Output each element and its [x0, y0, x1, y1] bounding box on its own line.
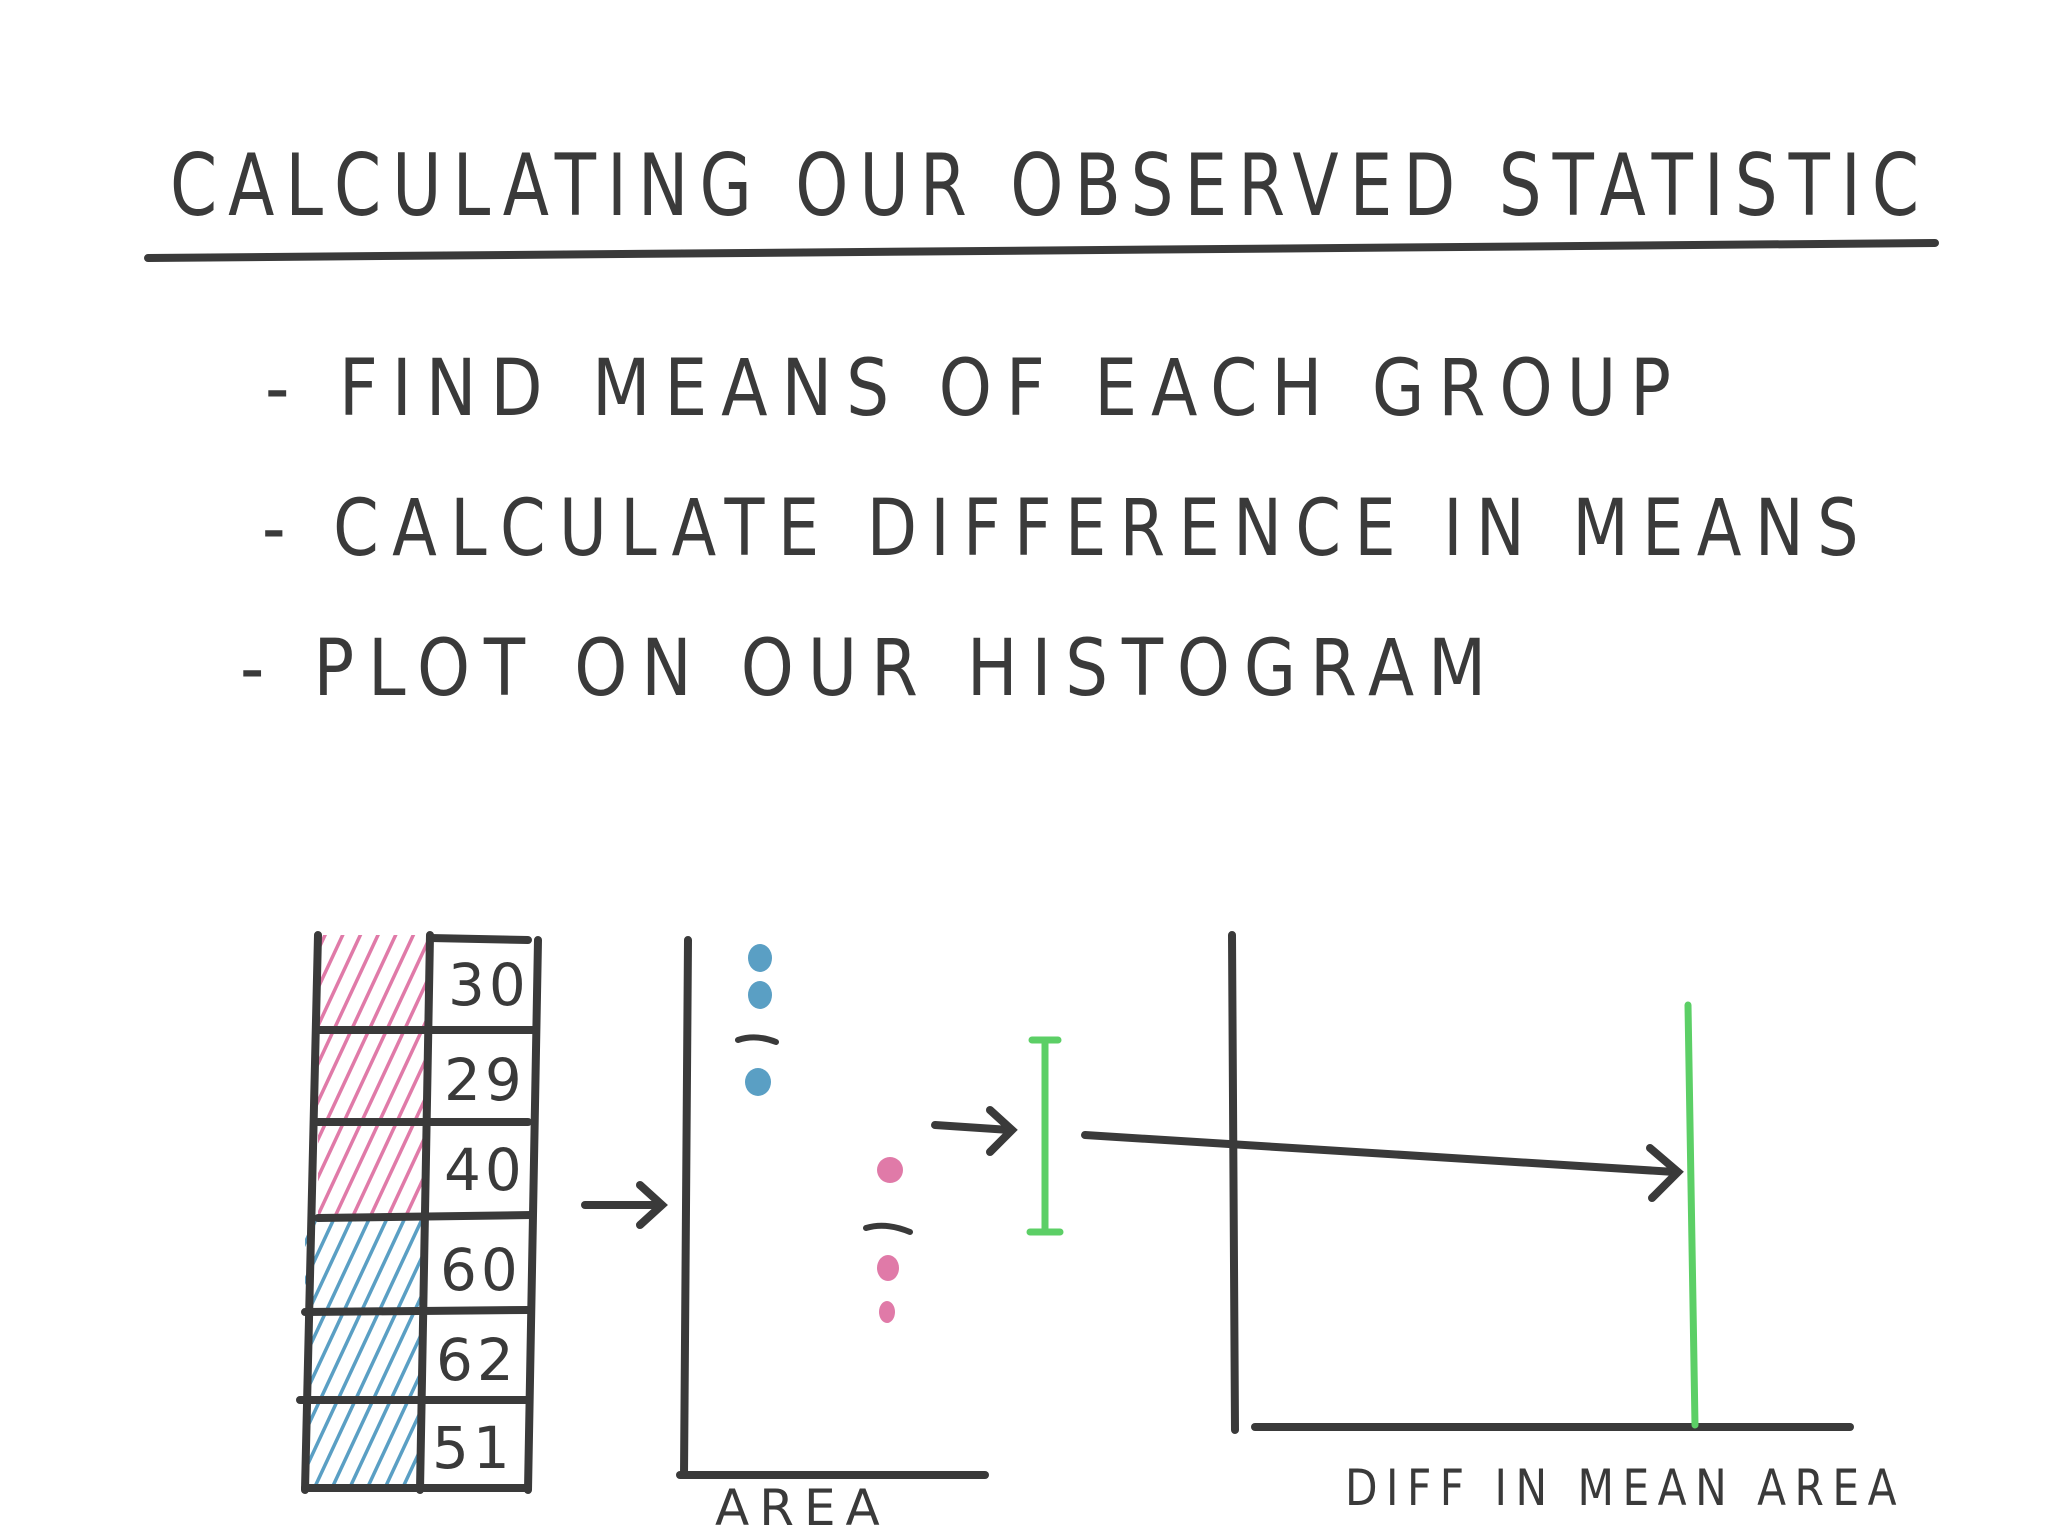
table-cell: 29 — [444, 1046, 526, 1114]
blue-group-hatching — [305, 1218, 423, 1488]
title-underline — [144, 239, 1939, 262]
dot-plot: AREA — [676, 936, 989, 1536]
table-cell: 30 — [448, 951, 530, 1019]
blue-mean-marker — [735, 1034, 779, 1045]
arrow-to-dot-plot — [581, 1181, 668, 1229]
table-cell: 40 — [444, 1136, 526, 1204]
histogram-x-label: DIFF IN MEAN AREA — [1345, 1459, 1905, 1517]
bullet-plot-histogram: - PLOT ON OUR HISTOGRAM — [240, 624, 1500, 714]
histogram: DIFF IN MEAN AREA — [1228, 931, 1905, 1517]
dot-plot-x-label: AREA — [715, 1479, 890, 1536]
table-cell: 62 — [436, 1326, 518, 1394]
blue-data-point — [745, 1068, 771, 1096]
histogram-y-axis — [1228, 931, 1239, 1434]
pink-data-point — [877, 1255, 899, 1281]
blue-data-point — [748, 944, 772, 972]
arrow-to-difference — [931, 1106, 1018, 1156]
arrow-to-histogram — [1081, 1131, 1684, 1202]
dot-plot-y-axis — [680, 936, 692, 1479]
bullet-find-means: - FIND MEANS OF EACH GROUP — [265, 344, 1685, 434]
pink-group-hatching — [318, 935, 428, 1215]
pink-mean-marker — [863, 1222, 913, 1235]
pink-data-point — [879, 1301, 895, 1323]
difference-in-means-interval — [1026, 1036, 1064, 1236]
data-table: 30 29 40 60 62 51 — [296, 931, 542, 1494]
pink-data-point — [877, 1157, 903, 1183]
page-title: CALCULATING OUR OBSERVED STATISTIC — [170, 136, 1930, 236]
observed-statistic-line — [1684, 1001, 1699, 1429]
table-cell: 60 — [440, 1236, 522, 1304]
table-cell: 51 — [432, 1414, 514, 1482]
blue-data-point — [748, 981, 772, 1009]
bullet-calculate-difference: - CALCULATE DIFFERENCE IN MEANS — [262, 484, 1872, 574]
